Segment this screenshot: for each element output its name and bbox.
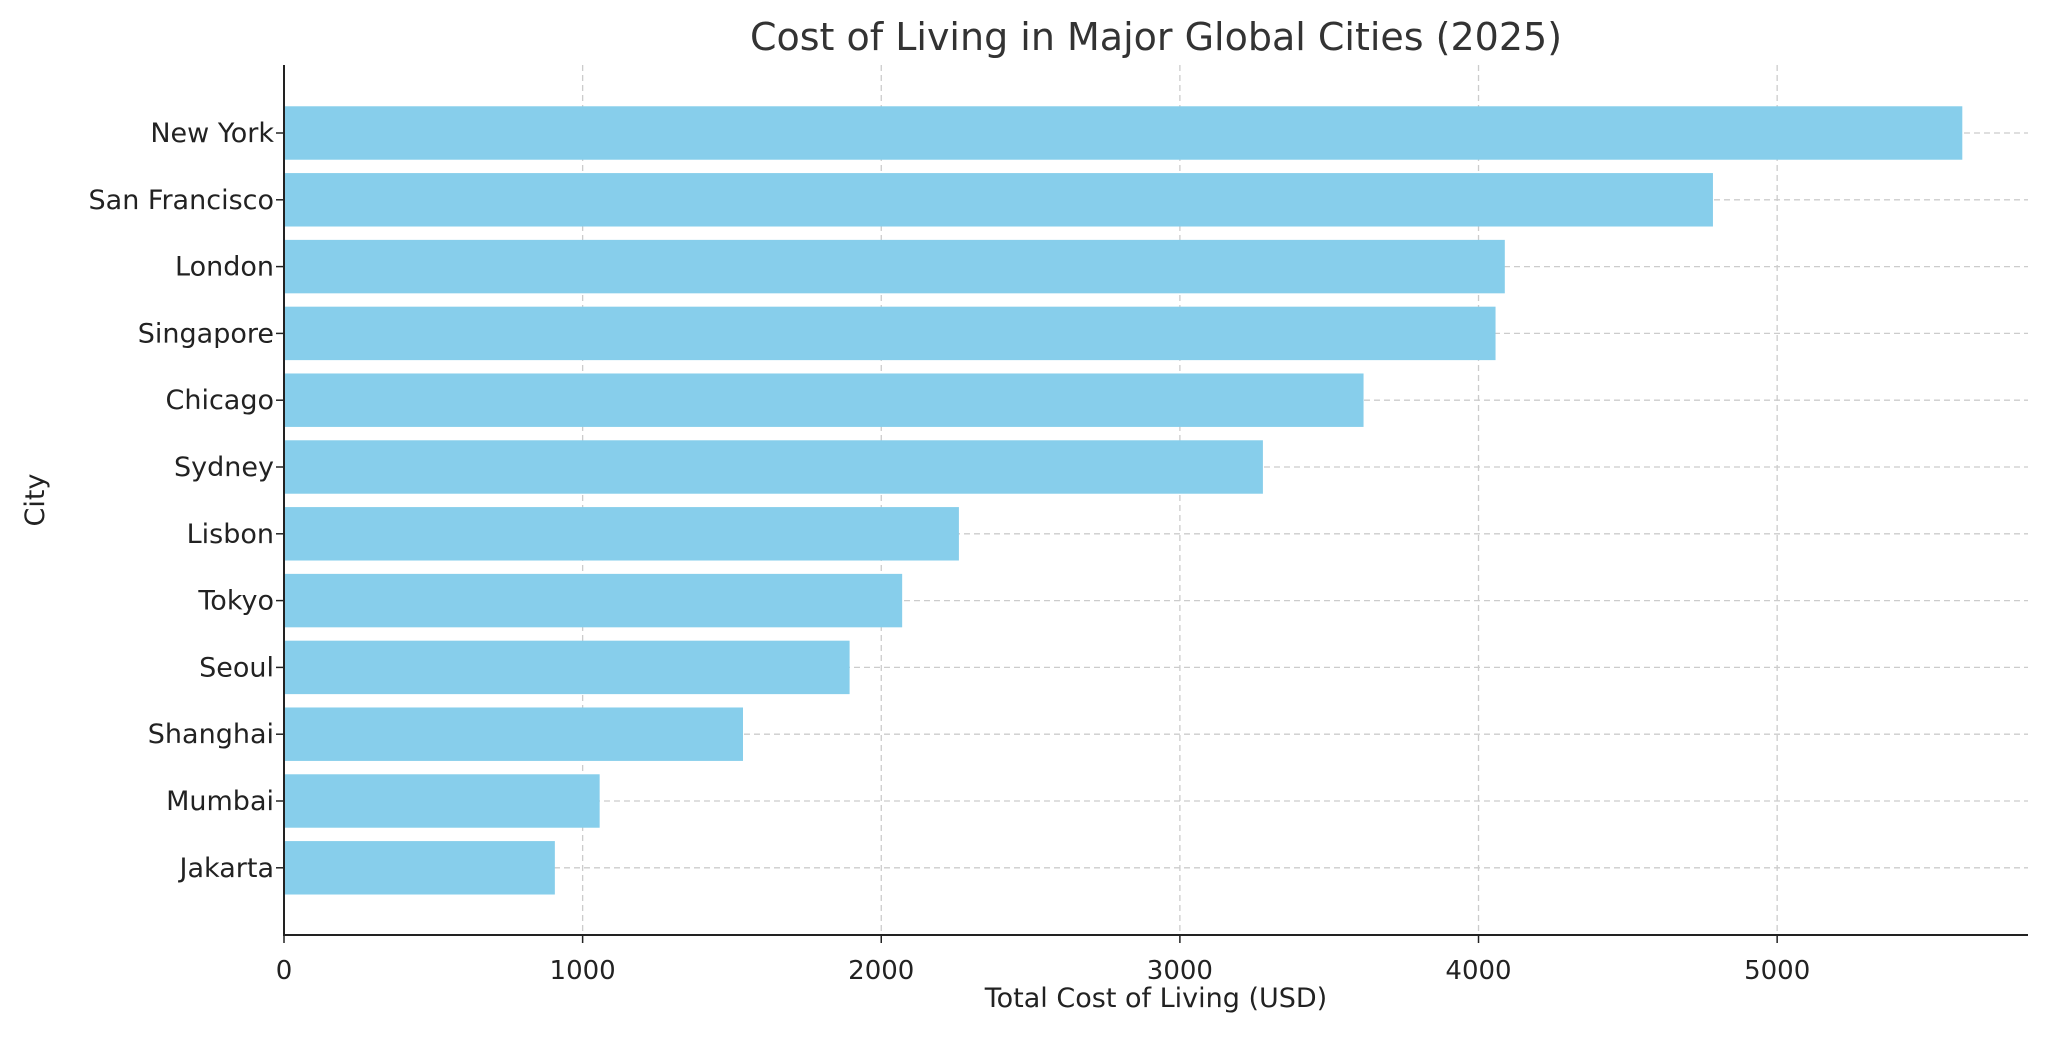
- x-tick-label: 5000: [1744, 956, 1810, 986]
- x-tick-label: 4000: [1445, 956, 1511, 986]
- y-tick-label: Singapore: [138, 318, 274, 349]
- bar-singapore: [284, 306, 1496, 361]
- y-tick-label: San Francisco: [89, 185, 274, 216]
- y-tick-label: Mumbai: [166, 786, 274, 817]
- bars: [284, 106, 1963, 895]
- bar-london: [284, 239, 1505, 294]
- y-tick-label: Seoul: [199, 652, 274, 683]
- y-tick-label: Jakarta: [178, 853, 274, 884]
- x-tick-label: 2000: [848, 956, 914, 986]
- bar-san-francisco: [284, 173, 1713, 227]
- y-tick-label: New York: [150, 118, 274, 149]
- y-tick-label: Sydney: [174, 452, 274, 483]
- x-axis-ticks: 0 1000 2000 3000 4000 5000: [276, 935, 1810, 986]
- chart-title: Cost of Living in Major Global Cities (2…: [750, 15, 1562, 59]
- bar-chicago: [284, 373, 1364, 427]
- y-tick-label: London: [175, 252, 274, 283]
- y-axis-label: City: [20, 474, 51, 527]
- bar-mumbai: [284, 774, 600, 828]
- x-tick-label: 0: [276, 956, 293, 986]
- bar-new-york: [284, 106, 1963, 160]
- bar-lisbon: [284, 507, 959, 561]
- y-tick-label: Shanghai: [148, 719, 274, 750]
- y-tick-label: Tokyo: [197, 586, 274, 617]
- y-axis-ticks: New York San Francisco London Singapore Chic…: [89, 118, 284, 884]
- bar-sydney: [284, 440, 1263, 494]
- y-tick-label: Lisbon: [187, 519, 274, 550]
- x-tick-label: 1000: [550, 956, 616, 986]
- y-tick-label: Chicago: [165, 385, 274, 416]
- bar-jakarta: [284, 841, 555, 895]
- x-axis-label: Total Cost of Living (USD): [984, 983, 1327, 1014]
- bar-tokyo: [284, 573, 903, 628]
- bar-seoul: [284, 640, 850, 695]
- bar-shanghai: [284, 707, 743, 761]
- x-tick-label: 3000: [1147, 956, 1213, 986]
